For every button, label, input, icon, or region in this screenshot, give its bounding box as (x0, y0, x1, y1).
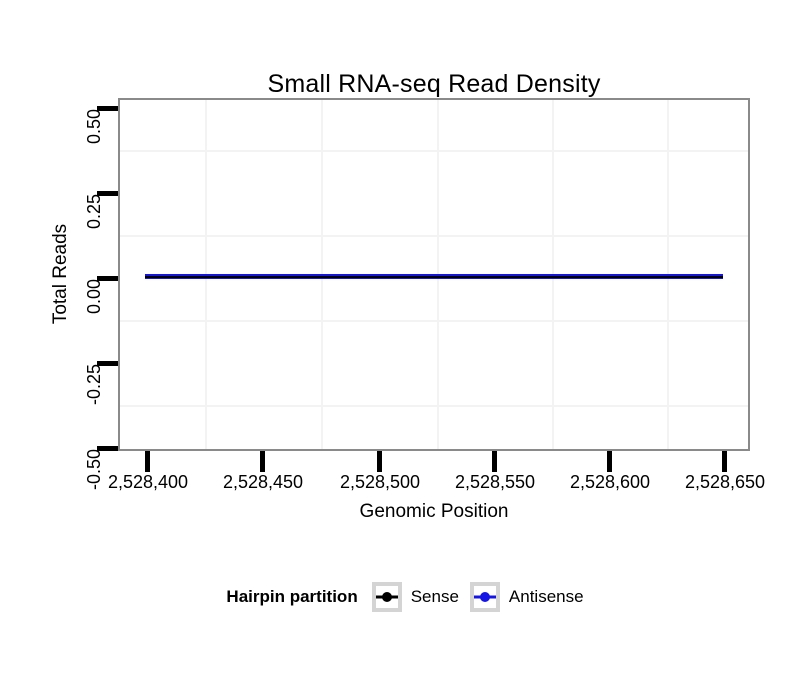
x-tick-label: 2,528,650 (684, 472, 766, 492)
x-tick-mark (145, 451, 150, 472)
x-tick-label: 2,528,450 (222, 472, 304, 492)
sense-series-line (145, 276, 723, 278)
x-tick-mark (607, 451, 612, 472)
y-tick-label: 0.25 (84, 194, 104, 230)
legend: Hairpin partition Sense Antisense (0, 580, 810, 614)
antisense-dot-icon (479, 592, 490, 602)
legend-label-sense: Sense (410, 587, 459, 606)
y-tick-mark (97, 446, 118, 451)
x-tick-label: 2,528,550 (454, 472, 536, 492)
y-tick-mark (97, 276, 118, 281)
antisense-key-icon (469, 582, 500, 612)
y-tick-mark (97, 361, 118, 366)
x-tick-mark (722, 451, 727, 472)
minor-gridline (120, 150, 748, 152)
x-tick-label: 2,528,600 (569, 472, 651, 492)
legend-title: Hairpin partition (226, 587, 358, 606)
minor-gridline (120, 320, 748, 322)
y-tick-label: 0.50 (84, 109, 104, 145)
y-axis-title: Total Reads (50, 223, 71, 325)
sense-dot-icon (381, 592, 392, 602)
x-tick-mark (492, 451, 497, 472)
legend-label-antisense: Antisense (508, 587, 584, 606)
y-tick-mark (97, 106, 118, 111)
x-axis-title: Genomic Position (359, 501, 509, 522)
y-tick-label: 0.00 (84, 279, 104, 315)
plot-panel (118, 98, 750, 451)
sense-key-icon (371, 582, 402, 612)
chart-title: Small RNA-seq Read Density (267, 70, 601, 98)
y-tick-label: -0.25 (84, 364, 104, 406)
x-tick-label: 2,528,500 (339, 472, 421, 492)
x-tick-mark (377, 451, 382, 472)
x-tick-mark (260, 451, 265, 472)
y-tick-mark (97, 191, 118, 196)
minor-gridline (120, 405, 748, 407)
y-tick-label: -0.50 (84, 449, 104, 491)
x-tick-label: 2,528,400 (107, 472, 189, 492)
minor-gridline (120, 235, 748, 237)
